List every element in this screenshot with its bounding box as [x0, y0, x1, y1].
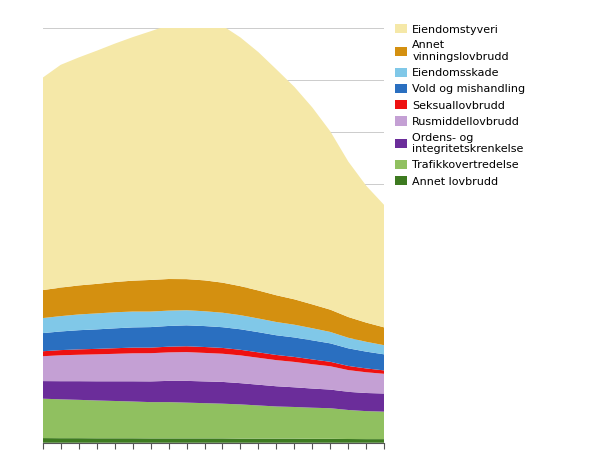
Legend: Eiendomstyveri, Annet
vinningslovbrudd, Eiendomsskade, Vold og mishandling, Seks: Eiendomstyveri, Annet vinningslovbrudd, … [395, 24, 525, 187]
